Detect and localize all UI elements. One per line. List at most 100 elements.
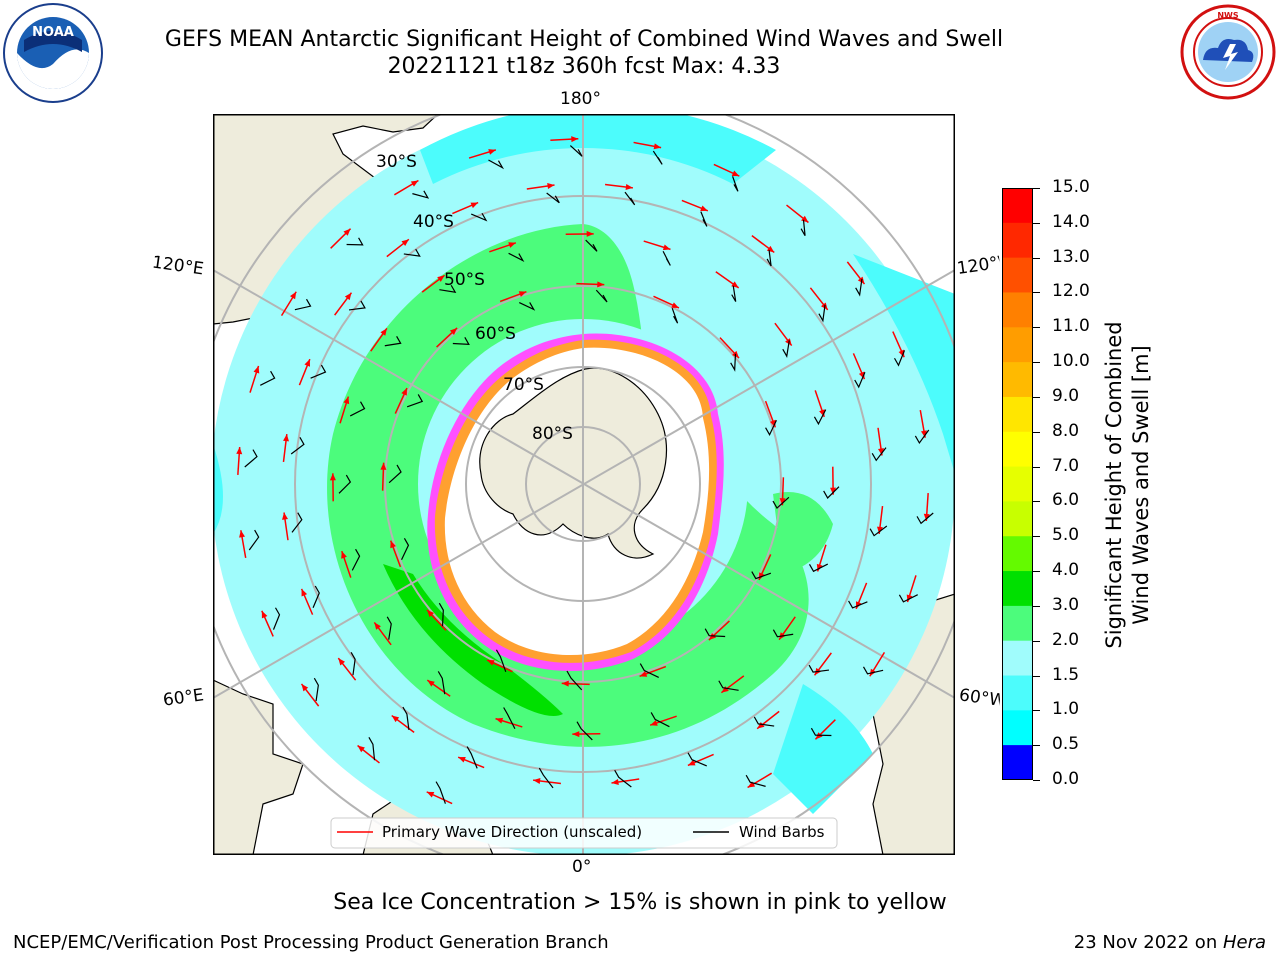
colorbar-tick-label: 4.0 [1052, 560, 1080, 581]
chart-title: GEFS MEAN Antarctic Significant Height o… [164, 27, 1004, 52]
wind-barb [639, 663, 659, 678]
wind-barb [871, 447, 887, 462]
wind-barb [772, 496, 790, 509]
wave-direction-arrowhead [830, 487, 837, 495]
lat-label-40s: 40°S [413, 212, 454, 232]
wind-barb [624, 191, 636, 206]
noaa-logo: NOAA [3, 3, 103, 103]
wave-direction-arrowhead [877, 526, 883, 534]
colorbar-tick-mark [1033, 605, 1040, 607]
colorbar-tick-mark [1033, 710, 1040, 712]
colorbar-segment [1002, 327, 1033, 363]
wave-direction-arrowhead [561, 680, 569, 687]
wind-barb [349, 401, 366, 417]
colorbar-segment [1002, 222, 1033, 259]
wind-barb [386, 616, 392, 640]
wind-barb [595, 289, 608, 303]
wave-direction-arrowhead [427, 680, 435, 687]
colorbar-tick-mark [1033, 188, 1040, 189]
wind-barb [439, 284, 457, 294]
wave-direction-arrowhead [458, 756, 466, 763]
wind-barb [272, 607, 281, 630]
wind-barb [772, 629, 794, 638]
wind-barb [310, 364, 327, 379]
wind-barb [406, 394, 424, 408]
wave-direction-arrowhead [304, 359, 311, 367]
wave-direction-arrowhead [625, 184, 633, 190]
wave-direction-arrowhead [662, 244, 671, 251]
colorbar-tick-mark [1033, 257, 1040, 259]
colorbar-tick-label: 1.0 [1052, 699, 1080, 720]
colorbar-segment [1002, 292, 1033, 328]
colorbar-tick-label: 10.0 [1052, 351, 1090, 372]
wind-barbs [244, 145, 934, 804]
wave-direction-arrowhead [671, 302, 679, 308]
wind-barb [435, 781, 446, 804]
wind-barb [437, 671, 446, 695]
wind-barb [260, 370, 276, 386]
colorbar-segment [1002, 536, 1033, 572]
lon-label-180: 180° [560, 89, 601, 109]
wind-barb [546, 192, 560, 204]
wind-barb [808, 664, 830, 673]
map-border [213, 114, 955, 855]
wind-barb [403, 248, 421, 257]
colorbar-tick-mark [1033, 396, 1040, 398]
wave-direction-arrowhead [597, 281, 605, 288]
wind-barb [503, 707, 516, 730]
colorbar-segment [1002, 571, 1033, 607]
wind-barb [808, 563, 829, 573]
colorbar-tick-mark [1033, 327, 1040, 329]
wind-barb [495, 649, 507, 673]
wind-barb [244, 449, 258, 468]
wind-barb [291, 512, 303, 533]
colorbar-tick-label: 1.5 [1052, 664, 1080, 685]
colorbar-segment [1002, 675, 1033, 711]
chart-subtitle: 20221121 t18z 360h fcst Max: 4.33 [387, 54, 781, 79]
wave-direction-arrowhead [283, 434, 289, 442]
wave-direction-arrowhead [410, 180, 419, 187]
colorbar-tick-label: 11.0 [1052, 316, 1090, 337]
wave-direction-arrowhead [488, 149, 496, 155]
wind-barb [813, 409, 827, 426]
wave-direction-arrowhead [779, 498, 786, 506]
wind-barb [766, 249, 772, 267]
colorbar-tick-label: 8.0 [1052, 420, 1080, 441]
wind-barb [914, 429, 930, 445]
wave-direction-arrowhead [508, 242, 516, 248]
wave-direction-arrowhead [344, 292, 352, 301]
wind-barb [848, 600, 868, 609]
wave-direction-arrowhead [401, 239, 409, 247]
wind-barb [412, 190, 430, 199]
wind-barb [368, 737, 376, 761]
wave-direction-arrowhead [357, 745, 365, 753]
legend-wind-barbs-label: Wind Barbs [739, 823, 825, 841]
wave-direction-arrowhead [401, 388, 407, 396]
wind-barb [662, 250, 671, 266]
wind-barb [471, 212, 488, 222]
lat-label-80s: 80°S [532, 424, 573, 444]
colorbar-border [1002, 188, 1033, 780]
wave-direction-arrowhead [282, 512, 288, 520]
wave-direction-arrowhead [236, 447, 243, 455]
wind-barb [650, 712, 670, 728]
wind-barb [585, 239, 598, 252]
wave-direction-arrowhead [495, 717, 504, 724]
legend-primary-wave-label: Primary Wave Direction (unscaled) [382, 823, 642, 841]
wind-barb [466, 746, 478, 769]
wave-direction-arrowhead [700, 205, 708, 212]
wave-direction-arrowhead [721, 686, 729, 693]
wind-barb [862, 666, 884, 675]
wave-direction-arrowhead [343, 228, 351, 236]
wave-direction-arrowhead [708, 633, 717, 641]
colorbar-tick-mark [1033, 536, 1040, 538]
wave-direction-arrowhead [437, 275, 445, 282]
lon-label-120w: 120°W [955, 253, 1002, 279]
wind-barb [765, 420, 777, 437]
wind-barb [916, 512, 934, 525]
wind-barb [294, 298, 312, 311]
colorbar-tick-label: 3.0 [1052, 594, 1080, 615]
antarctica [479, 367, 668, 559]
wave-direction-arrowhead [301, 588, 308, 597]
wave-direction-arrowhead [920, 430, 927, 438]
